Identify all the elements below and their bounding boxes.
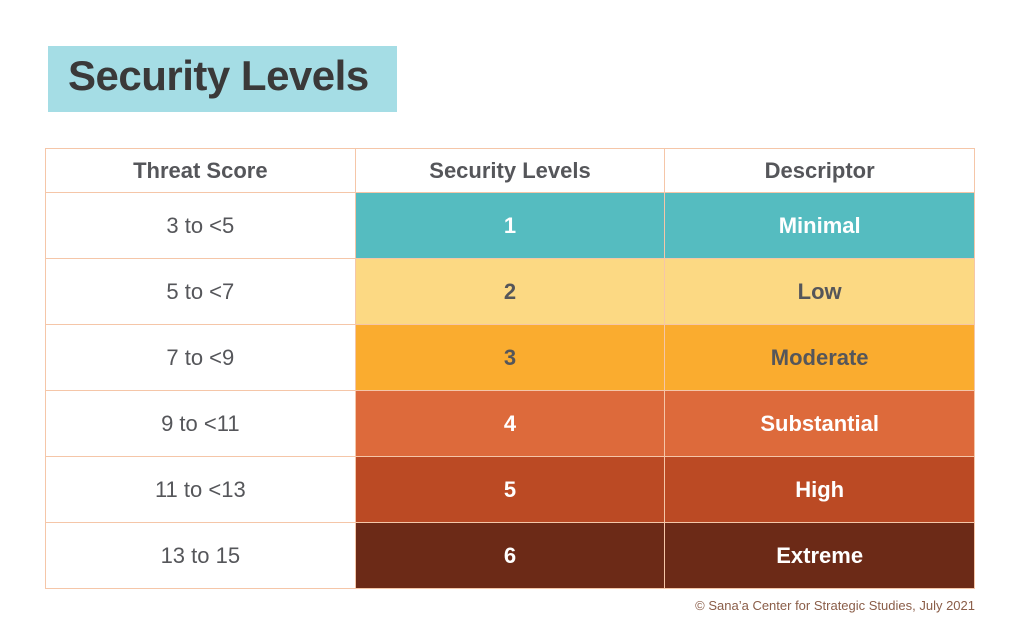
descriptor-cell: Minimal [664, 192, 975, 259]
descriptor-cell: Extreme [664, 522, 975, 589]
page-title-highlight: Security Levels [48, 46, 397, 112]
threat-score-cell: 5 to <7 [45, 258, 356, 325]
table-row: 11 to <13 5 High [45, 456, 975, 523]
table-row: 13 to 15 6 Extreme [45, 522, 975, 589]
threat-score-cell: 7 to <9 [45, 324, 356, 391]
security-level-cell: 5 [354, 456, 666, 523]
table-row: 7 to <9 3 Moderate [45, 324, 975, 391]
table-row: 9 to <11 4 Substantial [45, 390, 975, 457]
page-title: Security Levels [68, 52, 369, 99]
threat-score-cell: 11 to <13 [45, 456, 356, 523]
threat-score-cell: 13 to 15 [45, 522, 356, 589]
security-level-cell: 1 [354, 192, 666, 259]
security-level-cell: 3 [354, 324, 666, 391]
column-header-descriptor: Descriptor [664, 148, 975, 193]
column-header-security-levels: Security Levels [354, 148, 666, 193]
security-level-cell: 4 [354, 390, 666, 457]
security-level-cell: 6 [354, 522, 666, 589]
copyright-credit: © Sana’a Center for Strategic Studies, J… [695, 598, 975, 613]
table-header-row: Threat Score Security Levels Descriptor [45, 148, 975, 193]
descriptor-cell: Substantial [664, 390, 975, 457]
descriptor-cell: Low [664, 258, 975, 325]
descriptor-cell: High [664, 456, 975, 523]
security-levels-table: Threat Score Security Levels Descriptor … [45, 148, 975, 589]
table-row: 5 to <7 2 Low [45, 258, 975, 325]
threat-score-cell: 9 to <11 [45, 390, 356, 457]
security-level-cell: 2 [354, 258, 666, 325]
descriptor-cell: Moderate [664, 324, 975, 391]
threat-score-cell: 3 to <5 [45, 192, 356, 259]
table-row: 3 to <5 1 Minimal [45, 192, 975, 259]
column-header-threat-score: Threat Score [45, 148, 356, 193]
